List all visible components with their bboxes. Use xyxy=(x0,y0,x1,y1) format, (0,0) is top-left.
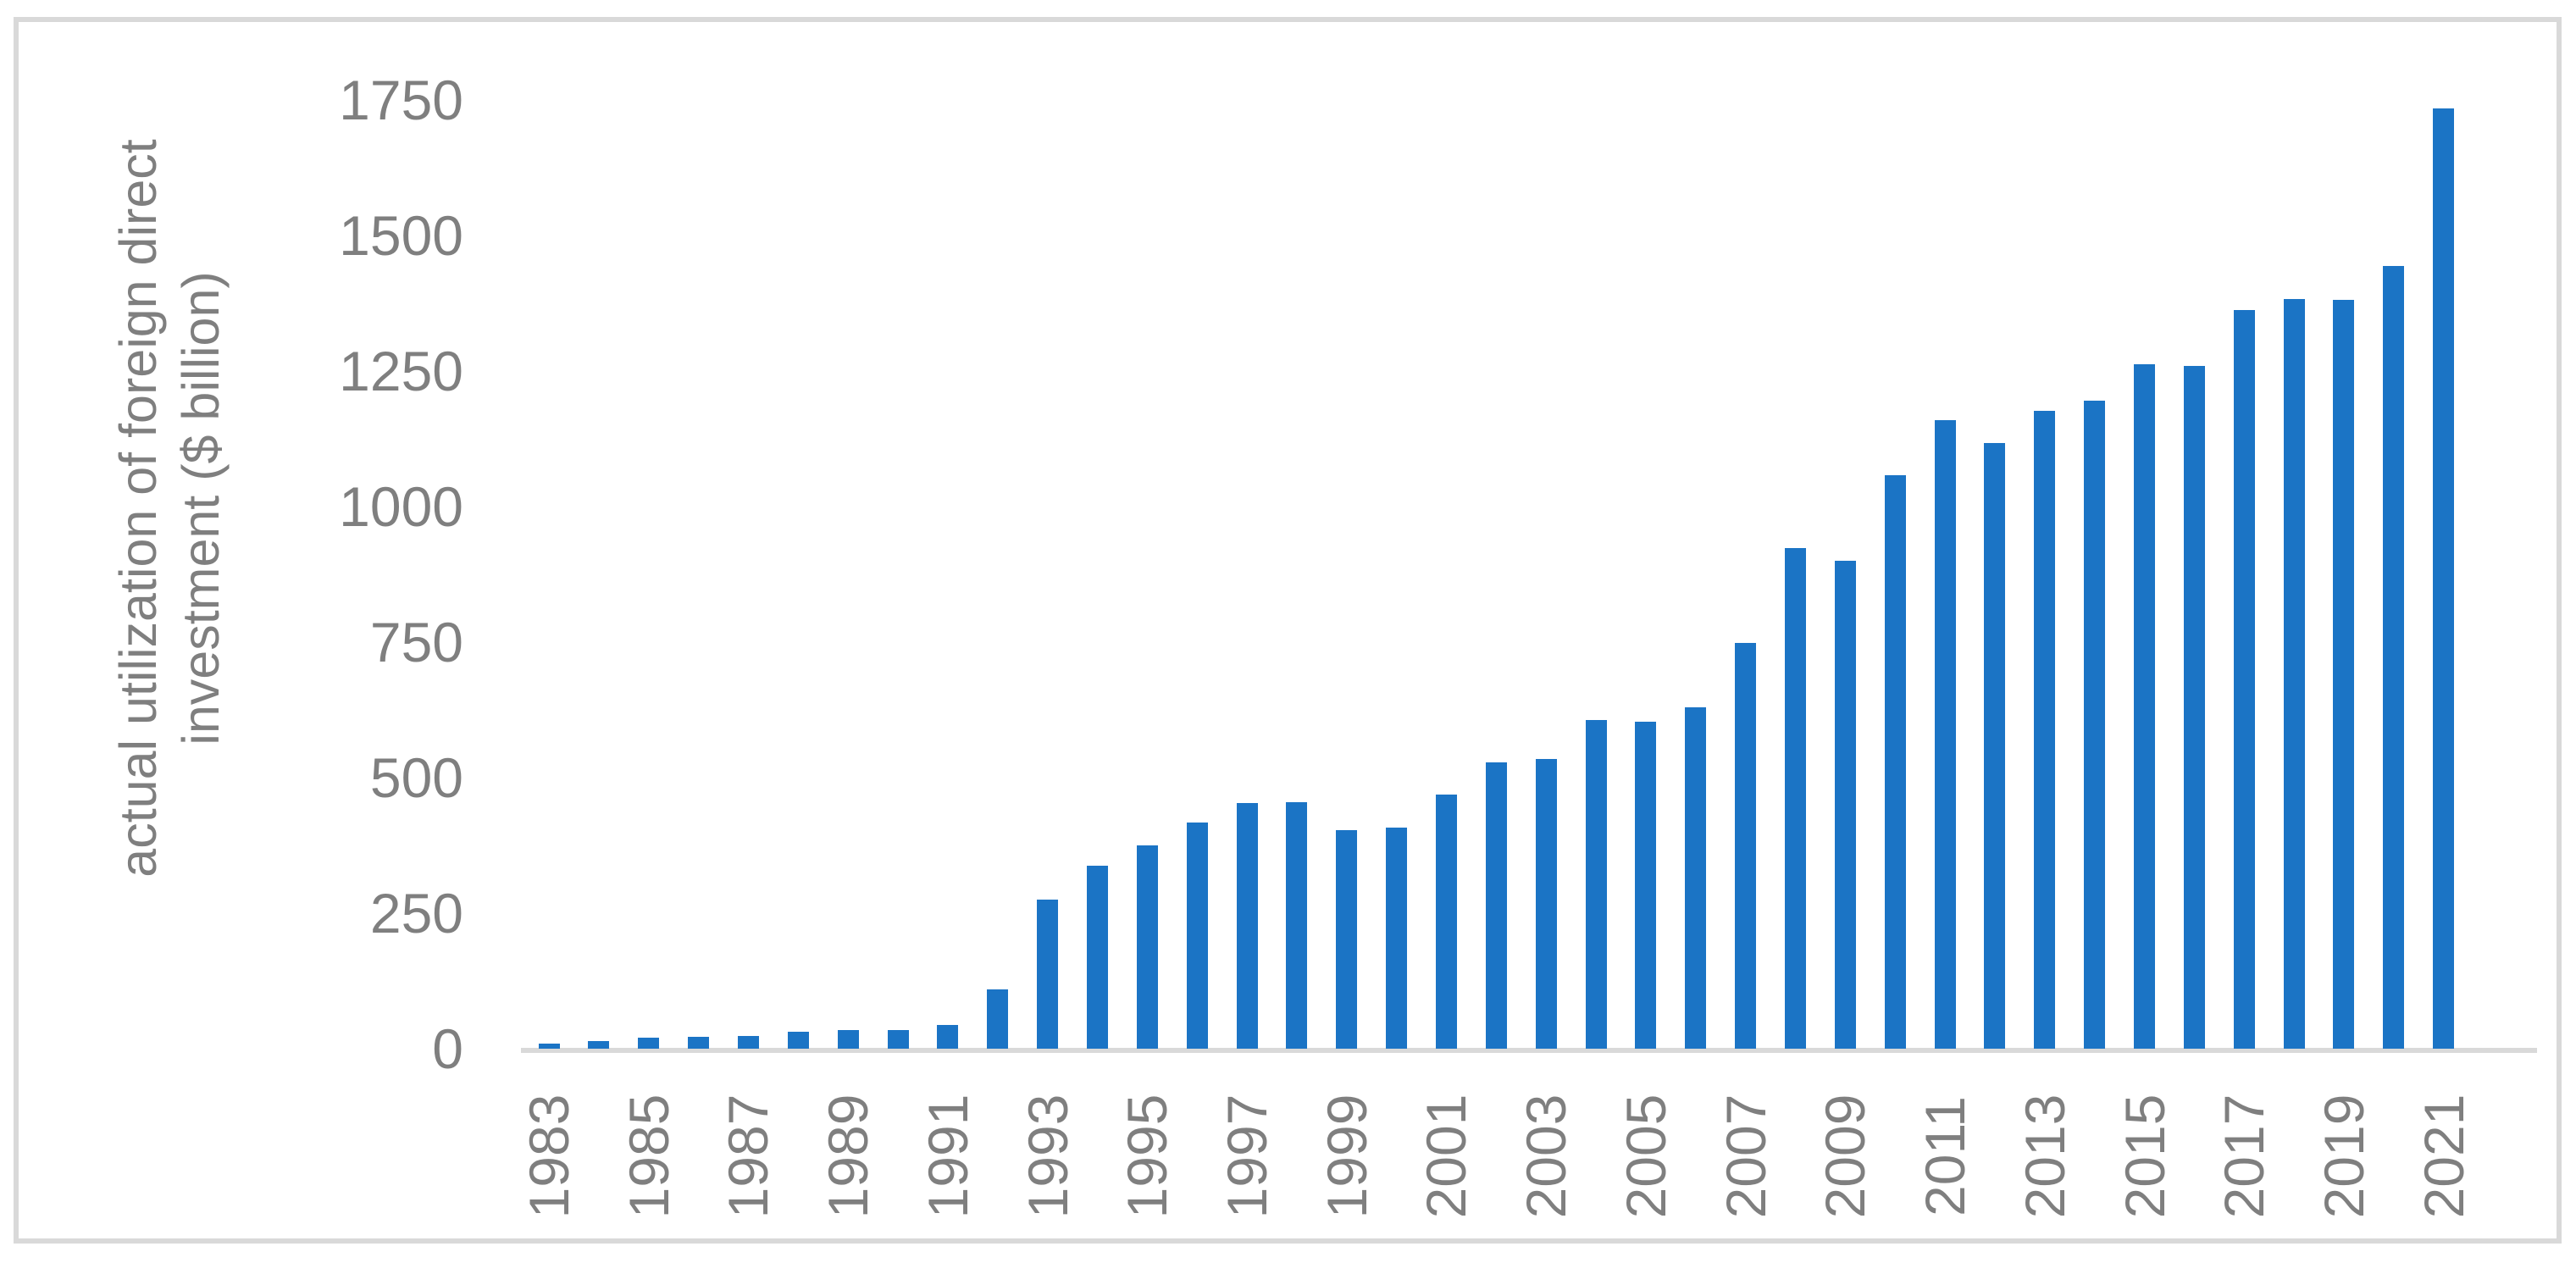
x-tick-label-2013: 2013 xyxy=(2014,1094,2076,1219)
x-tick-label-1999: 1999 xyxy=(1316,1094,1378,1219)
bar-2004 xyxy=(1586,720,1607,1049)
bar-1995 xyxy=(1137,845,1158,1049)
bar-1994 xyxy=(1087,866,1108,1049)
bar-1989 xyxy=(838,1030,859,1049)
bar-1985 xyxy=(638,1038,659,1049)
y-tick-label-0: 0 xyxy=(432,1017,463,1080)
bar-2001 xyxy=(1436,795,1457,1049)
bar-1984 xyxy=(588,1041,609,1049)
bar-2019 xyxy=(2333,300,2354,1049)
bar-2012 xyxy=(1984,443,2005,1049)
y-axis-title-line2: investment ($ billion) xyxy=(172,271,230,745)
bar-2014 xyxy=(2084,401,2105,1049)
bar-2018 xyxy=(2284,299,2305,1049)
bar-2020 xyxy=(2383,266,2404,1049)
x-tick-label-1991: 1991 xyxy=(917,1094,979,1219)
y-axis-title-line1: actual utilization of foreign direct xyxy=(109,139,167,878)
bar-1993 xyxy=(1037,900,1058,1049)
bar-1991 xyxy=(937,1025,958,1049)
y-tick-label-750: 750 xyxy=(369,611,463,673)
bar-2002 xyxy=(1486,762,1507,1049)
x-tick-label-1987: 1987 xyxy=(717,1094,779,1219)
bar-2010 xyxy=(1885,475,1906,1049)
bar-1998 xyxy=(1286,802,1307,1049)
y-tick-label-1000: 1000 xyxy=(339,475,463,538)
bar-2021 xyxy=(2433,108,2454,1049)
x-tick-label-2003: 2003 xyxy=(1515,1094,1577,1219)
x-tick-label-1983: 1983 xyxy=(518,1094,580,1219)
bar-1996 xyxy=(1187,823,1208,1049)
x-tick-label-2019: 2019 xyxy=(2313,1094,2375,1219)
bar-2017 xyxy=(2234,310,2255,1049)
bar-2009 xyxy=(1835,561,1856,1049)
y-tick-label-1750: 1750 xyxy=(339,69,463,131)
bar-1999 xyxy=(1336,830,1357,1049)
x-tick-label-1993: 1993 xyxy=(1017,1094,1079,1219)
y-tick-label-1250: 1250 xyxy=(339,340,463,402)
x-tick-label-2001: 2001 xyxy=(1415,1094,1477,1219)
x-tick-label-1985: 1985 xyxy=(618,1094,680,1219)
x-tick-label-2021: 2021 xyxy=(2413,1094,2475,1219)
bar-2003 xyxy=(1536,759,1557,1049)
x-tick-label-1997: 1997 xyxy=(1216,1094,1278,1219)
y-axis-title: actual utilization of foreign direct inv… xyxy=(107,15,232,1001)
bar-2007 xyxy=(1735,643,1756,1049)
y-tick-label-500: 500 xyxy=(369,746,463,809)
x-tick-label-2007: 2007 xyxy=(1715,1094,1777,1219)
bar-2011 xyxy=(1935,420,1956,1049)
bar-2013 xyxy=(2034,411,2055,1049)
x-tick-label-2011: 2011 xyxy=(1914,1096,1976,1216)
bar-1988 xyxy=(788,1032,809,1049)
bar-2016 xyxy=(2184,366,2205,1049)
bar-1986 xyxy=(688,1037,709,1049)
y-tick-label-250: 250 xyxy=(369,882,463,944)
y-tick-label-1500: 1500 xyxy=(339,204,463,267)
bar-1987 xyxy=(738,1036,759,1049)
x-tick-label-2017: 2017 xyxy=(2213,1094,2275,1219)
x-axis-line xyxy=(521,1048,2537,1053)
bar-1997 xyxy=(1237,803,1258,1049)
bar-1983 xyxy=(539,1044,560,1049)
bar-1992 xyxy=(987,989,1008,1049)
bar-2005 xyxy=(1635,722,1656,1049)
bar-1990 xyxy=(888,1030,909,1049)
bar-2008 xyxy=(1785,548,1806,1049)
x-tick-label-2015: 2015 xyxy=(2113,1094,2176,1219)
bar-2006 xyxy=(1685,707,1706,1049)
x-tick-label-2009: 2009 xyxy=(1814,1094,1876,1219)
bar-2015 xyxy=(2134,364,2155,1049)
x-tick-label-1989: 1989 xyxy=(817,1094,879,1219)
x-tick-label-2005: 2005 xyxy=(1615,1094,1677,1219)
x-tick-label-1995: 1995 xyxy=(1116,1094,1178,1219)
bar-2000 xyxy=(1386,828,1407,1049)
